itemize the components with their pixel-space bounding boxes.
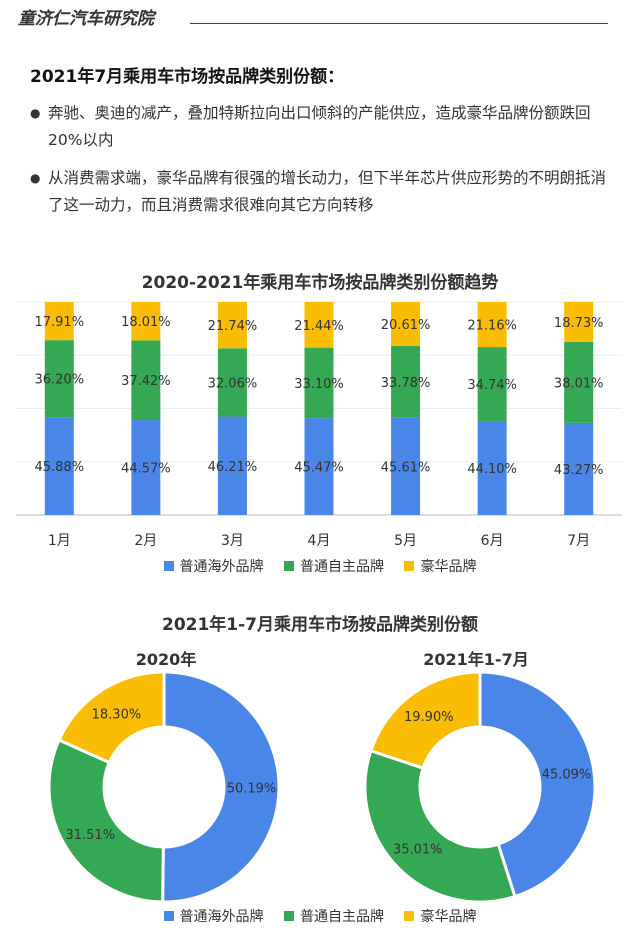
header-divider [190,23,608,24]
slice-label: 35.01% [393,843,443,858]
data-label: 20.61% [381,318,431,333]
legend-swatch-overseas [163,911,174,921]
donut-chart-2020: 50.19% 31.51% 18.30% [47,670,281,904]
donut-2021-title: 2021年1-7月 [423,650,529,669]
brand-name: 童济仁汽车研究院 [18,9,154,29]
data-label: 44.10% [467,462,517,477]
donut-slice-overseas [478,670,597,899]
legend-label: 普通海外品牌 [179,909,264,925]
data-label: 43.27% [554,463,604,478]
legend-item-overseas: 普通海外品牌 [163,556,264,576]
slice-label: 45.09% [542,768,592,783]
data-label: 34.74% [467,378,517,393]
legend-item-luxury: 豪华品牌 [404,556,476,576]
donut-2020-title: 2020年 [135,650,197,669]
bar-segment-overseas [477,421,507,515]
bar-segment-overseas [304,418,334,515]
x-tick-label: 2月 [134,533,157,549]
bar-chart-title: 2020-2021年乘用车市场按品牌类别份额趋势 [141,273,499,293]
data-label: 18.01% [121,315,171,330]
data-label: 21.44% [294,319,344,334]
report-header: 童济仁汽车研究院 [18,4,608,30]
section-heading: 2021年7月乘用车市场按品牌类别份额： [30,67,345,87]
donut-section-title: 2021年1-7月乘用车市场按品牌类别份额 [161,615,479,635]
donut-slice-overseas [161,670,281,904]
bar-segment-domestic [44,340,74,418]
data-label: 33.10% [294,377,344,392]
bar-segment-domestic [217,348,247,417]
legend-item-domestic: 普通自主品牌 [284,906,384,926]
data-label: 45.47% [294,461,344,476]
x-tick-label: 3月 [221,533,244,549]
slice-label: 18.30% [92,708,142,723]
data-label: 38.01% [554,376,604,391]
donut-slice-luxury [368,670,482,770]
bullet-text: 从消费需求端，豪华品牌有很强的增长动力，但下半年芯片供应形势的不明朗抵消了这一动… [48,169,607,214]
bar-segment-domestic [477,347,507,422]
slice-label: 50.19% [227,782,277,797]
legend-swatch-domestic [284,911,294,921]
slice-label: 31.51% [65,828,115,843]
x-tick-label: 7月 [567,533,590,549]
data-label: 21.74% [208,319,258,334]
bar-segment-overseas [217,416,247,515]
slice-label: 19.90% [404,710,454,725]
legend-swatch-overseas [163,561,174,571]
donut-chart-2021: 45.09% 35.01% 19.90% [363,670,597,904]
legend-item-luxury: 豪华品牌 [404,906,476,926]
data-label: 21.16% [467,319,517,334]
legend-swatch-luxury [404,911,415,921]
data-label: 36.20% [34,373,84,388]
bar-segment-luxury [131,302,161,341]
bar-segment-domestic [564,341,594,423]
data-label: 18.73% [554,316,604,331]
bullet-list: ● 奔驰、奥迪的减产，叠加特斯拉向出口倾斜的产能供应，造成豪华品牌份额跌回20%… [30,100,620,230]
bar-segment-luxury [304,301,334,348]
donut-slice-domestic [47,738,165,904]
data-label: 44.57% [121,462,171,477]
bar-chart-legend: 普通海外品牌 普通自主品牌 豪华品牌 [0,556,640,576]
bar-segment-luxury [44,302,74,341]
bar-segment-domestic [304,347,334,419]
bar-segment-luxury [564,301,594,342]
data-label: 32.06% [208,376,258,391]
x-tick-label: 5月 [394,533,417,549]
bullet-dot-icon: ● [30,171,41,185]
data-label: 17.91% [34,315,84,330]
bullet-dot-icon: ● [30,106,41,120]
bullet-item: ● 从消费需求端，豪华品牌有很强的增长动力，但下半年芯片供应形势的不明朗抵消了这… [30,165,620,219]
legend-item-domestic: 普通自主品牌 [284,556,384,576]
legend-label: 普通自主品牌 [300,909,384,925]
x-tick-label: 1月 [48,533,71,549]
bar-segment-overseas [131,420,161,515]
legend-item-overseas: 普通海外品牌 [163,906,264,926]
data-label: 45.61% [381,460,431,475]
bullet-item: ● 奔驰、奥迪的减产，叠加特斯拉向出口倾斜的产能供应，造成豪华品牌份额跌回20%… [30,100,620,154]
legend-label: 豪华品牌 [420,559,477,575]
stacked-bar-chart: 45.88% 36.20% 17.91% 1月 44.57% 37.42% 18.01% 2月… [16,301,622,549]
data-label: 33.78% [381,376,431,391]
bar-segment-luxury [477,302,507,348]
legend-label: 豪华品牌 [420,909,477,925]
data-label: 37.42% [121,374,171,389]
data-label: 46.21% [208,460,258,475]
legend-label: 普通自主品牌 [300,559,384,575]
legend-label: 普通海外品牌 [179,559,264,575]
legend-swatch-domestic [284,561,294,571]
bar-segment-overseas [564,422,594,515]
donut-slice-luxury [57,670,166,765]
bar-segment-domestic [131,340,161,421]
data-label: 45.88% [34,460,84,475]
bar-segment-overseas [44,417,74,515]
bar-segment-luxury [217,301,247,349]
donut-slice-domestic [363,748,517,904]
x-tick-label: 6月 [481,533,504,549]
legend-swatch-luxury [404,561,415,571]
bar-segment-domestic [391,345,421,418]
bar-segment-overseas [391,417,421,515]
x-tick-label: 4月 [308,533,331,549]
bar-segment-luxury [391,302,421,346]
donut-legend: 普通海外品牌 普通自主品牌 豪华品牌 [0,906,640,926]
bullet-text: 奔驰、奥迪的减产，叠加特斯拉向出口倾斜的产能供应，造成豪华品牌份额跌回20%以内 [48,104,591,149]
